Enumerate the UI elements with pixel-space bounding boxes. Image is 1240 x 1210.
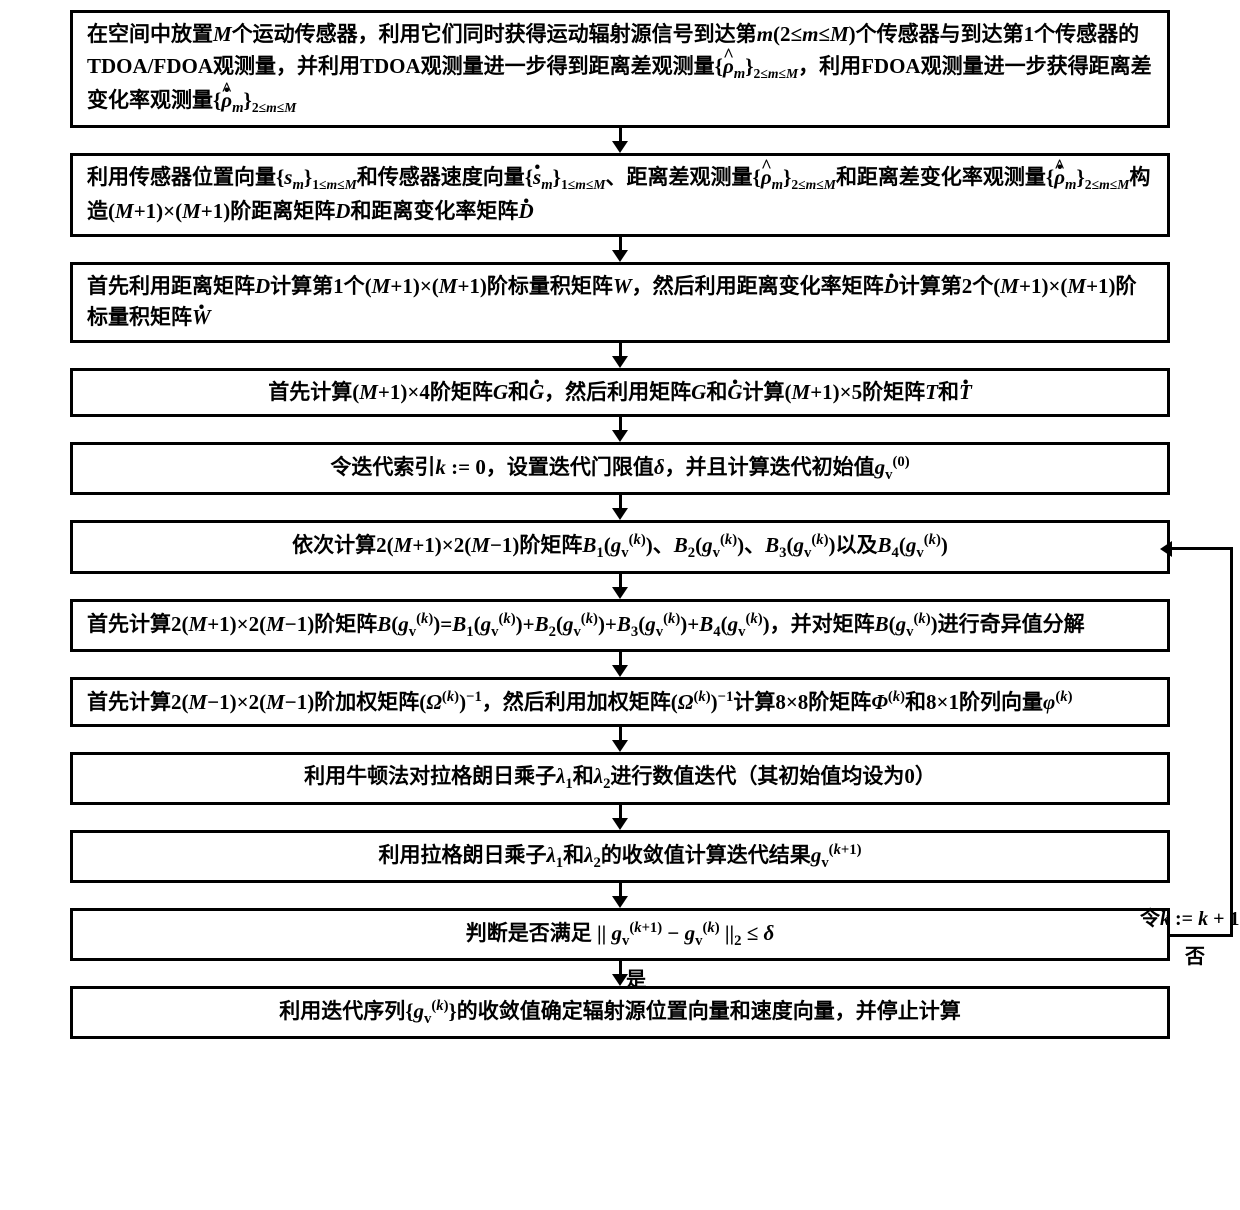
arrow-down: [612, 805, 628, 830]
label-increment-k: 令k := k + 1: [1140, 902, 1239, 931]
arrow-down: [612, 652, 628, 677]
arrow-down: [612, 495, 628, 520]
flow-box-step3: 首先利用距离矩阵D计算第1个(M+1)×(M+1)阶标量积矩阵W，然后利用距离变…: [70, 262, 1170, 343]
flow-box-step7: 首先计算2(M+1)×2(M−1)阶矩阵B(gv(k))=B1(gv(k))+B…: [70, 599, 1170, 652]
arrow-down: [612, 574, 628, 599]
arrow-down: [612, 128, 628, 153]
flow-box-step2: 利用传感器位置向量{sm}1≤m≤M和传感器速度向量{sm}1≤m≤M、距离差观…: [70, 153, 1170, 237]
flow-box-step4: 首先计算(M+1)×4阶矩阵G和G，然后利用矩阵G和G计算(M+1)×5阶矩阵T…: [70, 368, 1170, 418]
flow-box-step9: 利用牛顿法对拉格朗日乘子λ1和λ2进行数值迭代（其初始值均设为0）: [70, 752, 1170, 804]
flow-box-step10: 利用拉格朗日乘子λ1和λ2的收敛值计算迭代结果gv(k+1): [70, 830, 1170, 883]
arrow-down: [612, 343, 628, 368]
label-no: 否: [1185, 940, 1205, 969]
flow-box-step8: 首先计算2(M−1)×2(M−1)阶加权矩阵(Ω(k))−1，然后利用加权矩阵(…: [70, 677, 1170, 728]
arrow-down: [612, 237, 628, 262]
flowchart-root: 在空间中放置M个运动传感器，利用它们同时获得运动辐射源信号到达第m(2≤m≤M)…: [10, 10, 1230, 1039]
feedback-line: [1170, 547, 1233, 550]
flow-box-step12: 利用迭代序列{gv(k)}的收敛值确定辐射源位置向量和速度向量，并停止计算: [70, 986, 1170, 1039]
label-yes: 是: [626, 963, 646, 992]
flow-box-step6: 依次计算2(M+1)×2(M−1)阶矩阵B1(gv(k))、B2(gv(k))、…: [70, 520, 1170, 573]
arrow-down: [612, 883, 628, 908]
arrow-down: [612, 727, 628, 752]
flow-box-step1: 在空间中放置M个运动传感器，利用它们同时获得运动辐射源信号到达第m(2≤m≤M)…: [70, 10, 1170, 128]
feedback-line: [1170, 934, 1230, 937]
feedback-arrowhead: [1160, 541, 1172, 557]
arrow-down: [612, 417, 628, 442]
flow-body: 在空间中放置M个运动传感器，利用它们同时获得运动辐射源信号到达第m(2≤m≤M)…: [70, 10, 1170, 1039]
arrow-down: 是: [612, 961, 628, 986]
feedback-line: [1230, 547, 1233, 937]
flow-box-step11: 判断是否满足 || gv(k+1) − gv(k) ||2 ≤ δ: [70, 908, 1170, 961]
flow-box-step5: 令迭代索引k := 0，设置迭代门限值δ，并且计算迭代初始值gv(0): [70, 442, 1170, 495]
